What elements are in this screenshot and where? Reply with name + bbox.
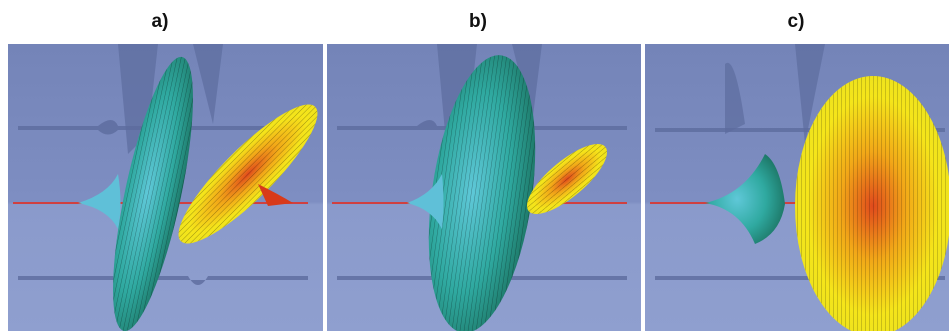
panel-label: c) — [788, 11, 805, 32]
panel — [8, 44, 323, 331]
panel — [327, 44, 641, 331]
panel-label: b) — [469, 11, 487, 32]
panel — [645, 44, 949, 331]
panel-label: a) — [152, 11, 169, 32]
